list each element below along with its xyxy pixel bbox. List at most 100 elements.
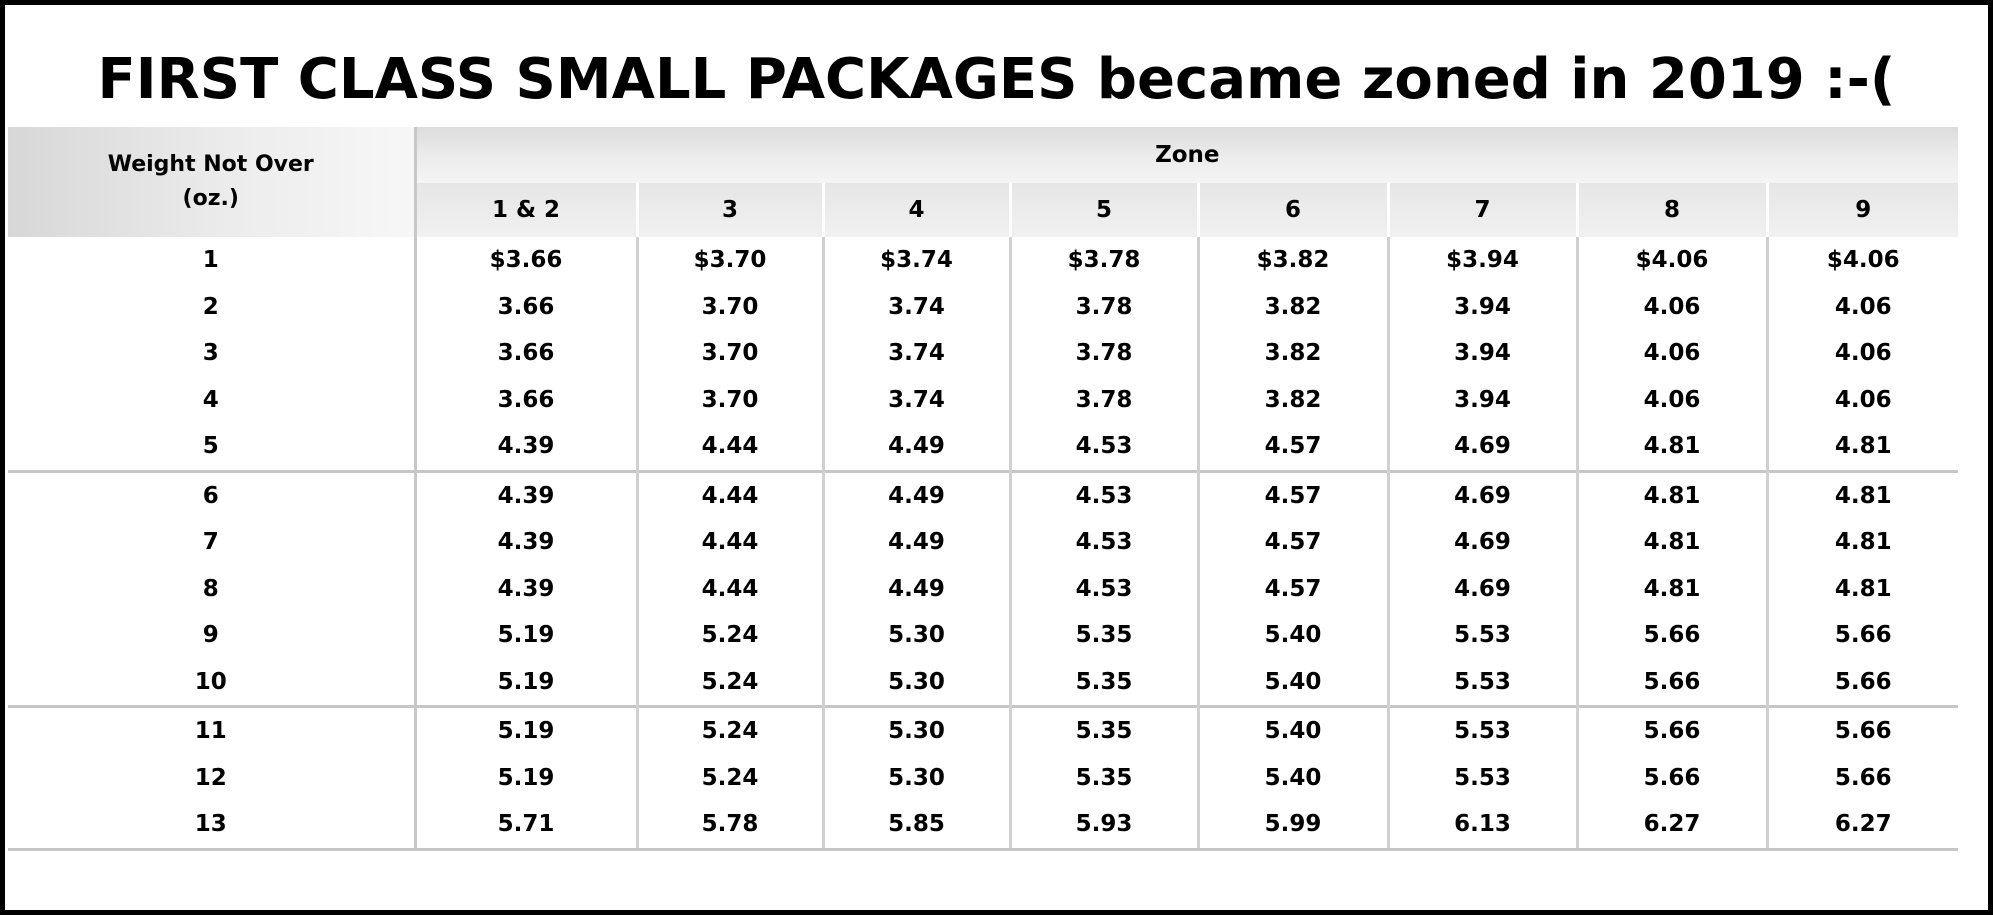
price-cell: 5.24: [637, 705, 825, 755]
price-cell: 3.94: [1388, 283, 1579, 330]
price-cell: $3.94: [1388, 237, 1579, 284]
price-cell: 5.40: [1198, 658, 1390, 707]
price-cell: 5.40: [1198, 754, 1390, 801]
price-cell: 5.19: [415, 754, 639, 801]
price-cell: 4.06: [1577, 330, 1769, 377]
price-cell: 4.44: [637, 565, 825, 612]
price-cell: 4.81: [1834, 433, 1892, 460]
price-cell: 5.35: [1010, 658, 1200, 707]
price-cell: 4.06: [1834, 386, 1892, 413]
price-cell: 4.81: [1834, 575, 1892, 602]
price-cell: 5.53: [1388, 612, 1579, 659]
price-cell: 3.78: [1010, 330, 1200, 377]
price-cell: $3.82: [1198, 237, 1390, 284]
price-cell: 6.27: [1577, 801, 1769, 851]
price-cell: 3.94: [1388, 330, 1579, 377]
price-cell: 4.81: [1577, 519, 1769, 566]
price-cell: 6.27: [1767, 801, 1959, 851]
price-cell: 5.30: [823, 658, 1012, 707]
weight-cell: 2: [8, 283, 417, 330]
price-cell: 5.71: [415, 801, 639, 851]
price-cell: 5.66: [1577, 612, 1769, 659]
price-cell: 4.39: [415, 519, 639, 566]
price-cell: 3.74: [823, 330, 1012, 377]
table-row: 5 4.39 4.44 4.49 4.53 4.57 4.69 4.81 4.81: [8, 423, 1958, 471]
price-cell: 4.81: [1577, 469, 1769, 519]
weight-cell: 8: [8, 565, 417, 612]
price-cell: 4.49: [823, 565, 1012, 612]
price-cell: 6.13: [1388, 801, 1579, 851]
price-cell: 4.39: [415, 423, 639, 471]
price-cell: 5.24: [637, 754, 825, 801]
price-cell: $3.78: [1010, 237, 1200, 284]
price-cell: 5.85: [823, 801, 1012, 851]
price-cell: 4.53: [1010, 565, 1200, 612]
table-row: 9 5.19 5.24 5.30 5.35 5.40 5.53 5.66 5.66: [8, 612, 1958, 659]
price-cell: 3.66: [415, 376, 639, 423]
price-cell: 3.74: [823, 376, 1012, 423]
table-row: 12 5.19 5.24 5.30 5.35 5.40 5.53 5.66 5.66: [8, 754, 1958, 801]
price-cell: $3.70: [637, 237, 825, 284]
price-cell: 4.06: [1577, 376, 1769, 423]
price-cell: 5.24: [637, 612, 825, 659]
weight-cell: 4: [8, 376, 417, 423]
price-cell: 4.57: [1198, 423, 1390, 471]
price-cell: 4.53: [1010, 519, 1200, 566]
price-cell: 5.24: [637, 658, 825, 707]
price-cell: 5.66: [1577, 705, 1769, 755]
price-cell: 5.30: [823, 612, 1012, 659]
weight-cell: 6: [8, 469, 417, 519]
price-cell: 4.81: [1767, 469, 1959, 519]
zone-header: Zone: [415, 127, 1959, 183]
price-cell: 3.78: [1010, 376, 1200, 423]
zone-column-header: 9: [1767, 183, 1959, 237]
price-cell: 5.66: [1834, 668, 1892, 695]
price-cell: 3.66: [415, 283, 639, 330]
price-cell: 4.69: [1388, 469, 1579, 519]
table-row: 4 3.66 3.70 3.74 3.78 3.82 3.94 4.06 4.06: [8, 376, 1958, 423]
weight-cell: 12: [8, 754, 417, 801]
price-cell: 4.49: [823, 469, 1012, 519]
price-cell: 5.99: [1198, 801, 1390, 851]
rate-table-body: 1 $3.66 $3.70 $3.74 $3.78 $3.82 $3.94 $4.06 $4.0…: [8, 237, 1959, 851]
price-cell: 3.78: [1010, 283, 1200, 330]
weight-column-header: Weight Not Over (oz.): [8, 127, 417, 237]
zone-column-header: 5: [1010, 183, 1200, 237]
price-cell: 5.66: [1767, 705, 1959, 755]
price-cell: 5.35: [1010, 612, 1200, 659]
price-cell: 4.06: [1577, 283, 1769, 330]
price-cell: 3.70: [637, 330, 825, 377]
price-cell: 5.53: [1388, 754, 1579, 801]
price-cell: 5.19: [415, 658, 639, 707]
weight-cell: 10: [8, 658, 417, 707]
weight-header-unit: (oz.): [182, 186, 239, 211]
price-cell: 4.81: [1834, 529, 1892, 556]
price-cell: 5.66: [1834, 622, 1892, 649]
table-row: 8 4.39 4.44 4.49 4.53 4.57 4.69 4.81 4.81: [8, 565, 1958, 612]
price-cell: 4.06: [1834, 340, 1892, 367]
weight-header-label: Weight Not Over: [107, 152, 314, 177]
price-cell: 5.35: [1010, 754, 1200, 801]
price-cell: $3.66: [415, 237, 639, 284]
weight-cell: 1: [8, 237, 417, 284]
price-cell: $4.06: [1826, 247, 1900, 274]
zone-column-header: 1 & 2: [415, 183, 639, 237]
weight-cell: 13: [8, 801, 417, 851]
zone-column-header: 8: [1577, 183, 1769, 237]
zone-column-header: 4: [823, 183, 1012, 237]
price-cell: 4.69: [1388, 519, 1579, 566]
weight-cell: 3: [8, 330, 417, 377]
price-cell: 3.70: [637, 376, 825, 423]
price-cell: 5.66: [1834, 764, 1892, 791]
zone-column-header: 3: [637, 183, 825, 237]
weight-cell: 5: [8, 423, 417, 471]
table-row: 6 4.39 4.44 4.49 4.53 4.57 4.69 4.81 4.81: [8, 469, 1959, 519]
table-row: 2 3.66 3.70 3.74 3.78 3.82 3.94 4.06 4.06: [8, 283, 1958, 330]
price-cell: 5.30: [823, 705, 1012, 755]
price-cell: 4.69: [1388, 423, 1579, 471]
price-cell: 4.57: [1198, 519, 1390, 566]
price-cell: 3.74: [823, 283, 1012, 330]
price-cell: 3.94: [1388, 376, 1579, 423]
